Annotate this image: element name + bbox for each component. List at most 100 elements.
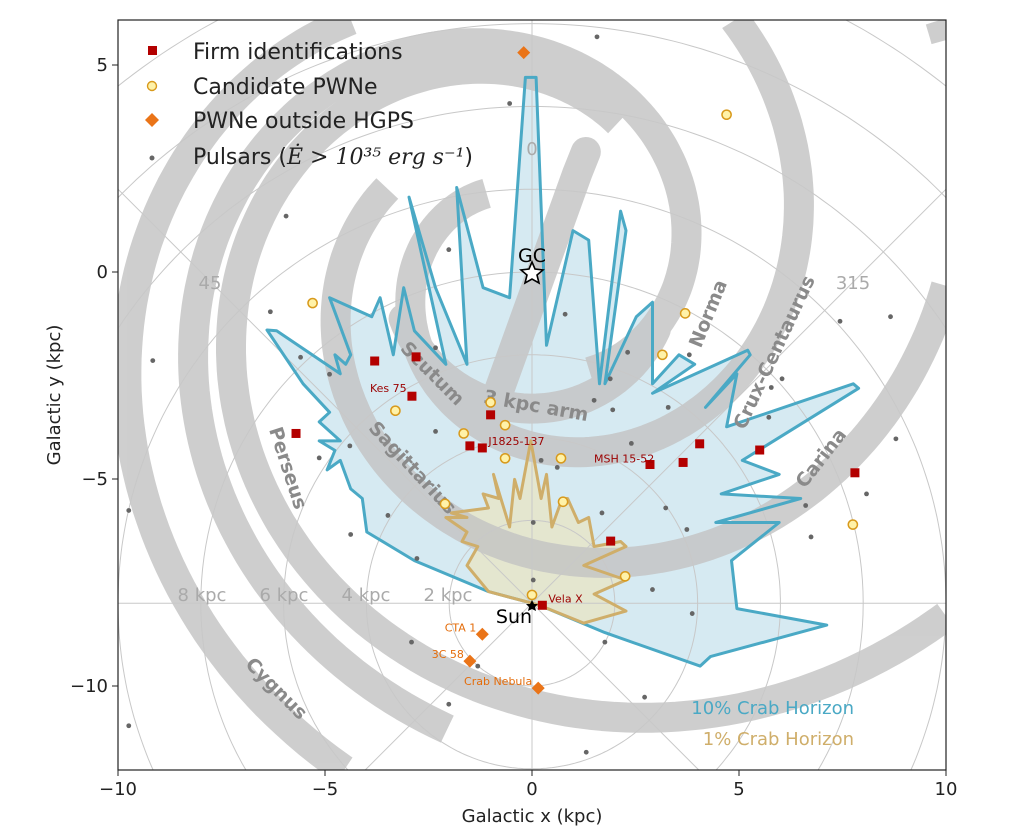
pulsar-point: [530, 577, 536, 583]
spiral-arm-4: [118, 20, 365, 770]
y-axis-label: Galactic y (kpc): [44, 325, 65, 466]
horizon-10pct-fill-layer: [267, 77, 859, 667]
firm-source-label: Vela X: [548, 592, 583, 605]
pulsar-point: [665, 404, 671, 410]
pulsar-point: [607, 376, 613, 382]
firm-identification-point: [678, 457, 688, 467]
legend-candidate-marker: [146, 80, 158, 92]
candidate-pwn-point: [557, 496, 569, 508]
firm-identification-point: [606, 536, 616, 546]
distance-label-8: 8 kpc: [178, 585, 227, 606]
candidate-pwn-point: [526, 589, 538, 601]
x-axis-label: Galactic x (kpc): [462, 806, 603, 827]
candidate-pwn-point: [439, 498, 451, 510]
pulsar-point: [766, 414, 772, 420]
pulsar-point: [837, 318, 843, 324]
pulsar-point: [433, 345, 438, 351]
firm-identification-point: [486, 410, 496, 420]
horizon-10pct-label: 10% Crab Horizon: [691, 698, 854, 719]
candidate-pwn-point: [499, 452, 511, 464]
pulsar-point: [283, 213, 289, 219]
legend-firm-label: Firm identifications: [193, 40, 403, 65]
firm-identification-point: [537, 600, 547, 610]
candidate-pwn-point: [679, 308, 691, 319]
legend-pulsar-suffix: ): [464, 145, 473, 170]
firm-identification-point: [407, 391, 417, 401]
outside-points: CTA 1 3C 58 Crab Nebula: [432, 46, 545, 695]
pulsar-point: [126, 508, 132, 513]
axis-ticks: −10 −5 0 5 10 5 0 −5 −10: [70, 55, 957, 800]
legend: Firm identifications Candidate PWNe PWNe…: [145, 40, 473, 170]
firm-identification-point: [755, 445, 765, 455]
legend-pulsar-math: Ė > 10³⁵ erg s⁻¹: [286, 143, 464, 170]
pulsar-point: [893, 436, 899, 442]
pulsar-point: [599, 510, 605, 516]
pulsar-point: [625, 349, 631, 355]
legend-candidate-label: Candidate PWNe: [193, 75, 377, 100]
pulsar-point: [562, 311, 568, 317]
pulsar-point: [446, 701, 452, 707]
pulsar-point: [602, 639, 608, 645]
grid-radial-line: [118, 188, 533, 604]
pulsar-point: [583, 749, 589, 755]
pulsar-point: [298, 354, 303, 360]
pulsar-point: [610, 407, 616, 413]
grid-radial-line: [531, 602, 700, 770]
grid-circle-10kpc: [118, 188, 946, 770]
firm-identification-point: [370, 356, 380, 366]
angle-label-315: 315: [836, 273, 870, 294]
candidate-pwn-point: [657, 349, 668, 361]
pwn-outside-hgps-point: [531, 681, 545, 695]
candidate-pwn-point: [485, 397, 496, 408]
pulsar-point: [768, 385, 774, 390]
pulsar-point: [686, 352, 692, 358]
firm-source-label: Kes 75: [370, 382, 407, 395]
pulsar-point: [803, 503, 809, 508]
pulsar-point: [864, 491, 869, 497]
spiral-arm-2: [320, 20, 946, 578]
outside-source-label: 3C 58: [432, 648, 464, 661]
firm-points: Kes 75 J1825-137 MSH 15-52 Vela X: [291, 352, 860, 610]
spiral-arm-3: [216, 53, 946, 733]
candidate-pwn-point: [847, 519, 859, 530]
x-tick-label: 5: [733, 779, 744, 800]
firm-identification-point: [411, 352, 421, 362]
x-tick-label: −10: [99, 779, 137, 800]
pulsar-point: [594, 34, 600, 40]
pulsar-point: [150, 358, 156, 363]
legend-pulsar-prefix: Pulsars (: [193, 145, 287, 170]
candidate-pwn-point: [307, 297, 318, 309]
grid-circle-16kpc: [118, 20, 946, 87]
horizon-10pct-outline: [265, 75, 861, 668]
pulsar-point: [267, 309, 273, 315]
grid-circle-8kpc: [200, 271, 864, 770]
candidate-points: [307, 109, 859, 601]
gc-label: GC: [518, 245, 546, 267]
x-tick-label: −5: [312, 779, 339, 800]
y-tick-label: −5: [81, 469, 108, 490]
outside-source-label: Crab Nebula: [464, 675, 532, 688]
pulsar-point: [433, 428, 438, 434]
y-tick-label: 0: [97, 262, 108, 283]
firm-identification-point: [465, 441, 475, 451]
pulsar-point: [316, 455, 322, 461]
sun-star-icon: [526, 600, 538, 611]
firm-identification-point: [695, 439, 705, 449]
candidate-pwn-point: [458, 428, 470, 439]
pulsar-points: [126, 34, 899, 755]
distance-label-6: 6 kpc: [260, 585, 309, 606]
pulsar-point: [530, 520, 536, 525]
firm-identification-point: [850, 468, 860, 478]
pulsar-point: [475, 663, 481, 669]
pulsar-point: [409, 639, 414, 645]
pulsar-point: [779, 376, 785, 382]
pulsar-point: [642, 694, 648, 700]
spiral-arm-0: [178, 28, 702, 743]
pulsar-point: [663, 505, 669, 511]
pulsar-point: [348, 532, 354, 537]
candidate-pwn-point: [555, 452, 567, 464]
pulsar-point: [446, 247, 452, 253]
horizon-10pct-area: [267, 77, 859, 667]
pwn-outside-hgps-point: [463, 654, 477, 668]
